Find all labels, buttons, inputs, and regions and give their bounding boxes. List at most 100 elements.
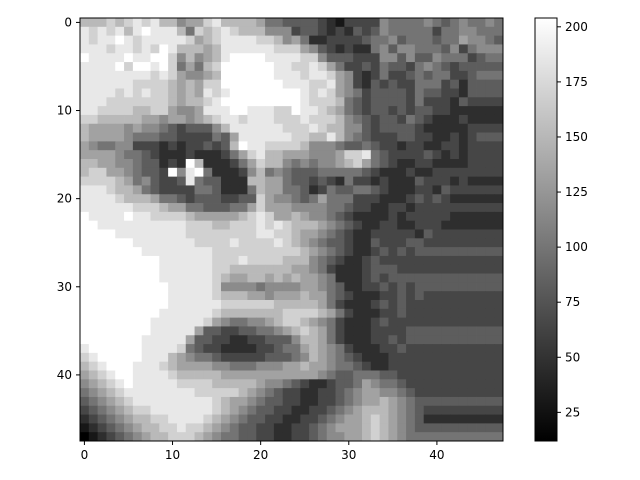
heatmap-cell xyxy=(379,62,389,72)
heatmap-cell xyxy=(265,432,275,442)
heatmap-cell xyxy=(379,317,389,327)
heatmap-cell xyxy=(458,141,469,151)
heatmap-cell xyxy=(238,123,248,133)
heatmap-cell xyxy=(353,335,363,345)
heatmap-cell xyxy=(97,352,107,363)
heatmap-cell xyxy=(353,159,363,169)
heatmap-cell xyxy=(353,70,363,81)
heatmap-cell xyxy=(247,194,257,204)
heatmap-cell xyxy=(335,326,345,336)
heatmap-cell xyxy=(291,220,301,230)
heatmap-cell xyxy=(203,423,213,433)
heatmap-cell xyxy=(467,159,477,169)
heatmap-cell xyxy=(168,123,178,133)
heatmap-cell xyxy=(273,167,284,178)
heatmap-cell xyxy=(273,203,284,213)
heatmap-cell xyxy=(124,123,134,133)
heatmap-cell xyxy=(159,414,169,424)
heatmap-cell xyxy=(467,132,477,142)
heatmap-cell xyxy=(80,176,90,186)
heatmap-cell xyxy=(406,194,416,204)
heatmap-cell xyxy=(185,26,195,37)
heatmap-cell xyxy=(141,432,151,442)
heatmap-cell xyxy=(256,203,266,213)
heatmap-cell xyxy=(423,62,433,72)
heatmap-cell xyxy=(300,132,310,142)
heatmap-cell xyxy=(194,194,204,204)
heatmap-cell xyxy=(265,35,275,45)
heatmap-cell xyxy=(441,238,451,248)
heatmap-cell xyxy=(203,308,213,319)
heatmap-cell xyxy=(194,211,204,222)
heatmap-cell xyxy=(176,282,187,292)
heatmap-cell xyxy=(344,229,354,239)
heatmap-cell xyxy=(476,405,486,415)
heatmap-cell xyxy=(265,229,275,239)
heatmap-cell xyxy=(282,114,292,125)
heatmap-cell xyxy=(212,79,222,89)
heatmap-cell xyxy=(159,255,169,266)
heatmap-cell xyxy=(247,308,257,319)
heatmap-cell xyxy=(168,106,178,116)
heatmap-cell xyxy=(256,432,266,442)
heatmap-cell xyxy=(300,282,310,292)
heatmap-cell xyxy=(256,176,266,186)
heatmap-cell xyxy=(212,255,222,266)
heatmap-cell xyxy=(458,211,469,222)
heatmap-cell xyxy=(106,167,116,178)
heatmap-cell xyxy=(185,238,195,248)
heatmap-cell xyxy=(406,70,416,81)
heatmap-cell xyxy=(247,185,257,195)
heatmap-cell xyxy=(88,114,99,125)
heatmap-cell xyxy=(414,396,425,407)
heatmap-cell xyxy=(397,282,407,292)
heatmap-cell xyxy=(344,194,354,204)
heatmap-cell xyxy=(388,405,398,415)
heatmap-cell xyxy=(317,194,328,204)
heatmap-cell xyxy=(194,396,204,407)
heatmap-cell xyxy=(97,344,107,354)
heatmap-cell xyxy=(458,379,469,389)
heatmap-cell xyxy=(300,423,310,433)
heatmap-cell xyxy=(414,291,425,301)
heatmap-cell xyxy=(97,26,107,37)
heatmap-cell xyxy=(212,18,222,28)
heatmap-cell xyxy=(335,114,345,125)
heatmap-cell xyxy=(335,106,345,116)
heatmap-cell xyxy=(106,123,116,133)
heatmap-cell xyxy=(115,88,125,98)
heatmap-cell xyxy=(124,282,134,292)
heatmap-cell xyxy=(388,132,398,142)
heatmap-cell xyxy=(229,79,240,89)
heatmap-cell xyxy=(273,255,284,266)
heatmap-cell xyxy=(309,141,319,151)
heatmap-cell xyxy=(256,388,266,398)
heatmap-cell xyxy=(317,114,328,125)
heatmap-cell xyxy=(273,238,284,248)
heatmap-cell xyxy=(273,291,284,301)
heatmap-cell xyxy=(212,211,222,222)
heatmap-cell xyxy=(335,203,345,213)
heatmap-cell xyxy=(423,335,433,345)
heatmap-cell xyxy=(476,247,486,257)
heatmap-cell xyxy=(97,194,107,204)
heatmap-cell xyxy=(406,264,416,274)
heatmap-cell xyxy=(494,388,504,398)
heatmap-cell xyxy=(273,247,284,257)
heatmap-cell xyxy=(326,432,336,442)
heatmap-cell xyxy=(467,388,477,398)
heatmap-cell xyxy=(414,220,425,230)
heatmap-cell xyxy=(247,379,257,389)
heatmap-cell xyxy=(159,396,169,407)
heatmap-cell xyxy=(335,18,345,28)
heatmap-cell xyxy=(124,344,134,354)
heatmap-cell xyxy=(485,141,495,151)
heatmap-cell xyxy=(309,26,319,37)
heatmap-cell xyxy=(203,70,213,81)
heatmap-cell xyxy=(141,211,151,222)
heatmap-cell xyxy=(362,229,372,239)
heatmap-cell xyxy=(141,317,151,327)
heatmap-cell xyxy=(106,18,116,28)
heatmap-cell xyxy=(273,114,284,125)
heatmap-cell xyxy=(106,220,116,230)
